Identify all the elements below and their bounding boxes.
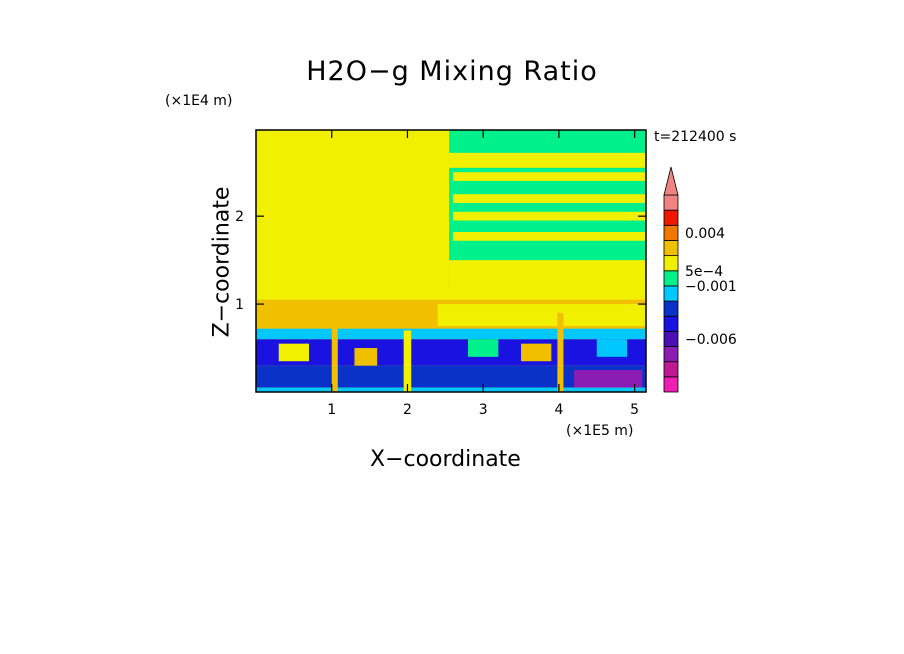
field-region-22 [403, 330, 412, 392]
colorbar: 0.004 5e−4−0.001 −0.006 [663, 166, 737, 393]
colorbar-level-1 [663, 361, 679, 378]
plot-frame [255, 129, 647, 393]
field-region-9 [437, 304, 646, 327]
colorbar-level-11 [663, 209, 679, 226]
colorbar-level-6 [663, 285, 679, 302]
field-region-6 [452, 231, 646, 241]
y-axis-ticks: 12 [235, 209, 646, 313]
colorbar-level-4 [663, 315, 679, 332]
field-region-13 [574, 370, 643, 388]
x-axis-label: X−coordinate [370, 447, 521, 472]
colorbar-level-3 [663, 330, 679, 347]
y-tick-label: 1 [235, 297, 244, 313]
x-tick-label: 3 [479, 402, 488, 418]
colorbar-level-10 [663, 224, 679, 241]
time-stamp-label: t=212400 s [654, 129, 737, 145]
field-region-2 [449, 152, 646, 168]
x-tick-label: 5 [630, 402, 639, 418]
field-region-18 [521, 343, 552, 362]
field-region-3 [452, 172, 646, 181]
field-region-20 [331, 321, 338, 392]
x-axis-scale-label: (×1E5 m) [566, 423, 634, 439]
colorbar-tick-label: 0.004 [685, 226, 725, 242]
field-region-11 [256, 339, 646, 366]
colorbar-level-9 [663, 240, 679, 257]
colorbar-level-2 [663, 346, 679, 363]
field-region-14 [256, 387, 646, 392]
colorbar-tick-label: 5e−4 [685, 264, 723, 280]
colorbar-level-8 [663, 255, 679, 272]
field-region-15 [278, 343, 310, 362]
field-region-7 [449, 260, 646, 287]
field-region-19 [596, 339, 628, 357]
field-region-17 [468, 339, 499, 357]
field-region-12 [256, 365, 646, 388]
colorbar-level-7 [663, 270, 679, 287]
field-region-5 [452, 211, 646, 221]
x-tick-label: 4 [554, 402, 563, 418]
field-region-10 [256, 328, 646, 340]
colorbar-level-5 [663, 300, 679, 317]
chart-title: H2O−g Mixing Ratio [306, 56, 598, 87]
colorbar-level-0 [663, 376, 679, 393]
colorbar-tick-label: −0.001 [685, 279, 737, 295]
colorbar-tick-label: −0.006 [685, 332, 737, 348]
heatmap-field [256, 130, 646, 392]
x-tick-label: 1 [327, 402, 336, 418]
x-axis-ticks: 1 2 3 4 5 [327, 130, 639, 418]
y-axis-scale-label: (×1E4 m) [165, 93, 233, 109]
y-tick-label: 2 [235, 209, 244, 225]
x-tick-label: 2 [403, 402, 412, 418]
colorbar-level-12 [663, 194, 679, 211]
field-region-16 [354, 348, 378, 366]
field-region-21 [557, 312, 564, 392]
field-region-4 [452, 194, 646, 203]
colorbar-extend-arrow [663, 166, 679, 196]
